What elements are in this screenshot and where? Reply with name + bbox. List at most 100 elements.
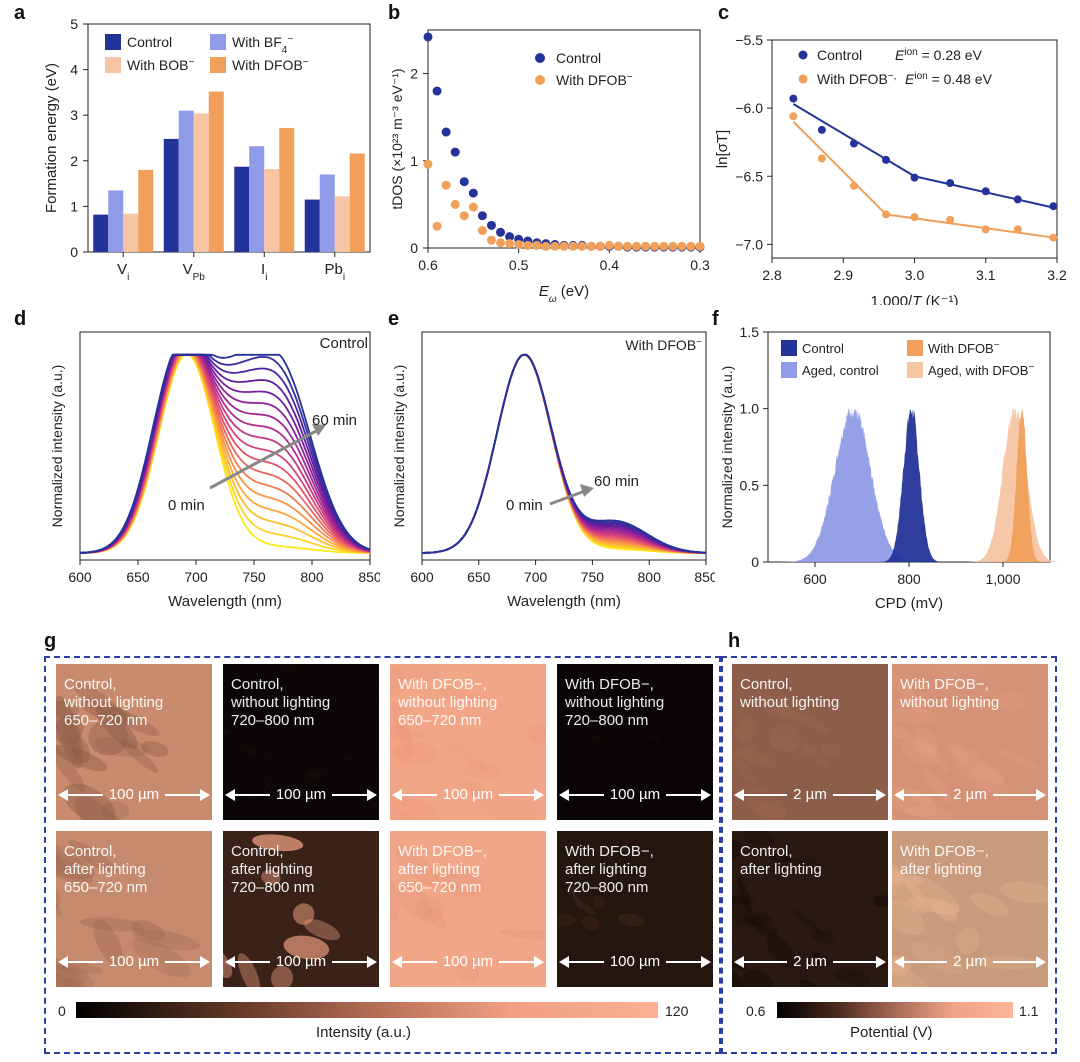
plot-frame [87, 23, 371, 253]
point-dfob [505, 239, 515, 249]
y-axis-label: Normalized intensity (a.u.) [719, 366, 735, 529]
pl-map-image-tile: With DFOB−, without lighting 720–800 nm 100… [557, 664, 713, 820]
legend-label-bf4: With BF4− [232, 34, 293, 56]
x-axis-label: Wavelength (nm) [507, 593, 621, 610]
hist-dfob [1001, 408, 1043, 562]
pl-curve [421, 353, 707, 554]
pl-curve [421, 353, 706, 554]
tile-texture [223, 666, 355, 801]
scale-bar: 100 µm [223, 953, 379, 971]
tile-label-line3: 650–720 nm [64, 879, 148, 896]
point-dfob [686, 241, 696, 251]
scale-bar-line [563, 961, 604, 963]
point-dfob [586, 241, 596, 251]
pl-curve [421, 353, 706, 555]
chart-title: With DFOB− [625, 337, 702, 354]
tile-label-line2: without lighting [900, 694, 1000, 711]
y-tick-label: −7.0 [735, 236, 763, 252]
scale-bar-line [1036, 789, 1046, 801]
tile-texture [223, 834, 341, 987]
pl-map-image-tile: With DFOB−, after lighting 650–720 nm 100 µ… [390, 831, 546, 987]
bar-control-Pbi [304, 199, 320, 252]
x-tick-label: 800 [897, 571, 921, 587]
x-tick-label: 700 [184, 569, 208, 585]
point-dfob [423, 159, 433, 169]
bar-control-VPb [163, 138, 179, 252]
bar-dfob-VPb [208, 91, 224, 252]
x-tick-label: 0.3 [690, 257, 710, 273]
scale-bar: 2 µm [732, 953, 888, 971]
scale-bar-line [993, 961, 1042, 963]
bar-dfob-Pbi [349, 153, 365, 252]
hist-bf4 [781, 408, 925, 562]
pl-curve [421, 353, 707, 554]
scale-bar-line [734, 789, 744, 801]
annotation-0min: 0 min [506, 497, 543, 514]
scale-bar-line [534, 789, 544, 801]
time-arrow [549, 489, 586, 506]
point-dfob [550, 241, 560, 251]
x-tick-label: 850 [358, 569, 380, 585]
scale-bar-label: 100 µm [442, 953, 494, 970]
pl-curve [79, 353, 371, 554]
x-tick-label: 1,000 [985, 571, 1020, 587]
legend-marker-control [535, 53, 545, 63]
point-dfob [1049, 233, 1058, 242]
kpfm-map-image-tile: Control, without lighting 2 µm [732, 664, 888, 820]
point-control [450, 147, 460, 157]
point-control [946, 179, 955, 188]
y-tick-label: 0.5 [740, 477, 760, 493]
y-tick-label: −6.0 [735, 100, 763, 116]
y-tick-label: −5.5 [735, 32, 763, 48]
legend-swatch-bf4 [210, 34, 226, 50]
bar-bob-Pbi [334, 196, 350, 252]
tile-label-line1: With DFOB−, [565, 676, 654, 693]
pl-curve [421, 353, 707, 554]
tile-label-line2: without lighting [740, 694, 840, 711]
legend-label-control: Control [817, 47, 862, 63]
legend-swatch-dfob [210, 57, 226, 73]
x-tick-label: 0.4 [600, 257, 620, 273]
chart-b-tdos: 0 1 2 0.6 0.5 0.4 0.3 tDOS (×10²³ m⁻³ eV⁻¹) Eω (… [389, 29, 710, 305]
tile-label-line2: after lighting [740, 861, 822, 878]
point-control [789, 94, 798, 103]
scale-bar-line [666, 794, 707, 796]
point-control [468, 188, 478, 198]
tile-texture [557, 886, 645, 930]
scale-bar-line [738, 794, 787, 796]
scale-bar-line [894, 789, 904, 801]
tile-texture [892, 664, 1037, 820]
scale-bar-label: 100 µm [275, 786, 327, 803]
scale-bar: 2 µm [732, 786, 888, 804]
point-dfob [622, 241, 632, 251]
y-tick-label: 3 [70, 107, 78, 123]
point-dfob [677, 241, 687, 251]
fit-line-dfob [792, 121, 1054, 239]
point-control [882, 155, 890, 164]
legend-marker-control [798, 50, 808, 60]
pl-curve [421, 353, 707, 554]
tile-label-line3: 720–800 nm [565, 879, 649, 896]
kpfm-map-image-tile: With DFOB−, without lighting 2 µm [892, 664, 1048, 820]
scale-bar-label: 2 µm [793, 786, 827, 803]
legend-label-control: Control [802, 341, 844, 356]
scale-bar-line [559, 789, 569, 801]
scale-bar-line [396, 961, 437, 963]
h-colorbar [777, 1002, 1013, 1018]
bar-control-Ii [234, 166, 250, 252]
scale-bar-label: 100 µm [442, 786, 494, 803]
tile-label-line3: 720–800 nm [231, 879, 315, 896]
x-tick-label: 750 [581, 569, 605, 585]
scale-bar-line [367, 789, 377, 801]
tile-label: With DFOB−, without lighting 720–800 nm [565, 676, 664, 730]
tile-label-line1: With DFOB−, [900, 676, 989, 693]
tile-label-line1: Control, [740, 843, 793, 860]
scale-bar-line [1036, 956, 1046, 968]
time-arrow-head [312, 424, 326, 436]
scale-bar-line [392, 789, 402, 801]
bar-control-Vi [93, 214, 109, 252]
scale-bar-line [894, 956, 904, 968]
tile-label-line3: 650–720 nm [398, 712, 482, 729]
legend-label-dfob: With DFOB− [232, 57, 309, 74]
point-control [486, 220, 496, 230]
